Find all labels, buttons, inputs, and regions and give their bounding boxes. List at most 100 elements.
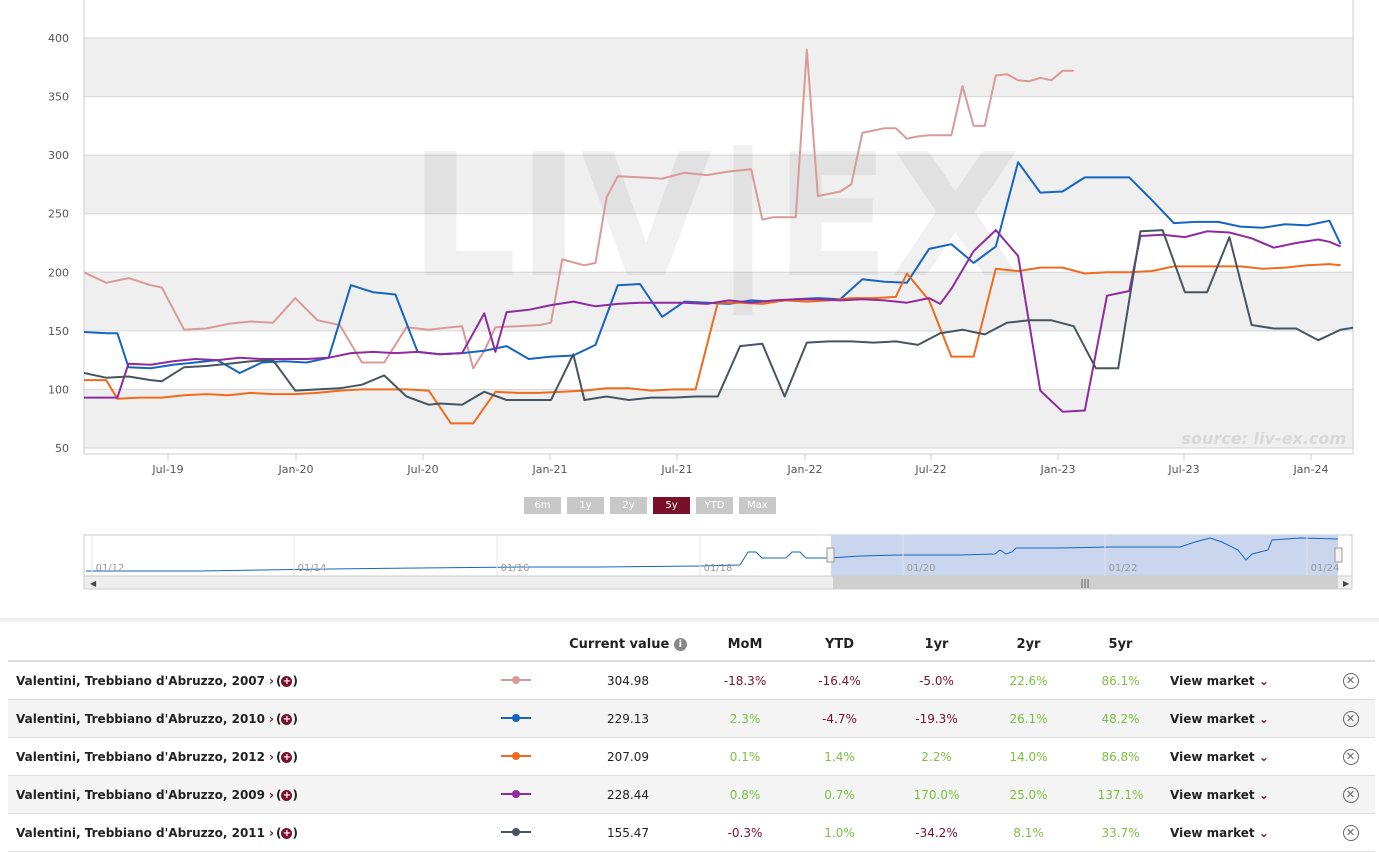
chevron-right-icon[interactable]: › bbox=[269, 711, 274, 726]
series-line-1[interactable] bbox=[84, 161, 1342, 374]
y-axis: 50 100 150 200 250 300 350 400 bbox=[48, 32, 69, 455]
add-icon[interactable]: + bbox=[281, 827, 293, 839]
range-button-5y[interactable]: 5y bbox=[653, 497, 690, 514]
1yr-value: -19.3% bbox=[888, 699, 985, 738]
chevron-right-icon[interactable]: › bbox=[269, 825, 274, 840]
series-color-key bbox=[475, 775, 557, 814]
navigator-label: 01/16 bbox=[501, 563, 530, 574]
wine-name-cell[interactable]: Valentini, Trebbiano d'Abruzzo, 2011 › (+) bbox=[8, 813, 475, 852]
view-market-button[interactable]: View market ⌄ bbox=[1169, 775, 1326, 814]
series-line-0[interactable] bbox=[84, 48, 1074, 370]
navigator-label: 01/24 bbox=[1311, 563, 1340, 574]
remove-cell: ✕ bbox=[1326, 813, 1375, 852]
chevron-right-icon[interactable]: › bbox=[269, 673, 274, 688]
navigator-scrollbar-thumb[interactable] bbox=[833, 576, 1338, 589]
navigator-label: 01/20 bbox=[907, 563, 936, 574]
chevron-down-icon[interactable]: ⌄ bbox=[1258, 825, 1269, 840]
navigator-label: 01/22 bbox=[1109, 563, 1138, 574]
chevron-down-icon[interactable]: ⌄ bbox=[1258, 673, 1269, 688]
y-tick-label: 300 bbox=[48, 149, 69, 162]
y-tick-label: 250 bbox=[48, 208, 69, 221]
add-icon[interactable]: + bbox=[281, 675, 293, 687]
close-icon[interactable]: ✕ bbox=[1342, 672, 1359, 689]
scroll-right-arrow-icon[interactable]: ▶ bbox=[1343, 579, 1350, 588]
5yr-value: 86.1% bbox=[1072, 661, 1169, 700]
ytd-value: 1.0% bbox=[791, 813, 888, 852]
chevron-down-icon[interactable]: ⌄ bbox=[1258, 749, 1269, 764]
range-button-6m[interactable]: 6m bbox=[524, 497, 561, 514]
view-market-button[interactable]: View market ⌄ bbox=[1169, 699, 1326, 738]
series-color-key bbox=[475, 661, 557, 700]
navigator-handle-right[interactable] bbox=[1334, 547, 1343, 563]
series-line-4[interactable] bbox=[84, 229, 1379, 406]
header-color bbox=[475, 628, 557, 662]
wine-name[interactable]: Valentini, Trebbiano d'Abruzzo, 2007 bbox=[16, 673, 265, 688]
close-icon[interactable]: ✕ bbox=[1342, 710, 1359, 727]
close-icon[interactable]: ✕ bbox=[1342, 824, 1359, 841]
current-value: 228.44 bbox=[557, 775, 699, 814]
range-button-ytd[interactable]: YTD bbox=[696, 497, 733, 514]
navigator-labels: 01/12 01/14 01/16 01/18 01/20 01/22 01/24 bbox=[91, 535, 1340, 577]
chevron-down-icon[interactable]: ⌄ bbox=[1258, 711, 1269, 726]
range-button-1y[interactable]: 1y bbox=[567, 497, 604, 514]
close-icon[interactable]: ✕ bbox=[1342, 748, 1359, 765]
wine-name-cell[interactable]: Valentini, Trebbiano d'Abruzzo, 2007 › (+) bbox=[8, 661, 475, 700]
view-market-button[interactable]: View market ⌄ bbox=[1169, 813, 1326, 852]
view-market-label[interactable]: View market bbox=[1170, 711, 1255, 726]
view-market-label[interactable]: View market bbox=[1170, 673, 1255, 688]
header-current-label: Current value bbox=[569, 636, 670, 652]
plot-band bbox=[84, 38, 1353, 97]
section-divider bbox=[0, 618, 1379, 624]
table-body: Valentini, Trebbiano d'Abruzzo, 2007 › (+)… bbox=[8, 661, 1375, 852]
current-value: 155.47 bbox=[557, 813, 699, 852]
navigator-selection[interactable] bbox=[831, 535, 1338, 577]
view-market-button[interactable]: View market ⌄ bbox=[1169, 661, 1326, 700]
view-market-label[interactable]: View market bbox=[1170, 787, 1255, 802]
series-color-key bbox=[475, 737, 557, 776]
close-icon[interactable]: ✕ bbox=[1342, 786, 1359, 803]
y-tick-label: 50 bbox=[55, 442, 69, 455]
view-market-label[interactable]: View market bbox=[1170, 825, 1255, 840]
x-tick-label: Jul-22 bbox=[914, 463, 946, 476]
chevron-right-icon[interactable]: › bbox=[269, 749, 274, 764]
add-icon[interactable]: + bbox=[281, 789, 293, 801]
navigator-handle-left[interactable] bbox=[826, 547, 835, 563]
wine-name[interactable]: Valentini, Trebbiano d'Abruzzo, 2012 bbox=[16, 749, 265, 764]
table-row: Valentini, Trebbiano d'Abruzzo, 2010 › (+)… bbox=[8, 699, 1375, 738]
add-icon[interactable]: + bbox=[281, 751, 293, 763]
info-icon[interactable]: i bbox=[673, 637, 687, 651]
wine-name[interactable]: Valentini, Trebbiano d'Abruzzo, 2009 bbox=[16, 787, 265, 802]
chevron-right-icon[interactable]: › bbox=[269, 787, 274, 802]
wine-name[interactable]: Valentini, Trebbiano d'Abruzzo, 2010 bbox=[16, 711, 265, 726]
current-value: 229.13 bbox=[557, 699, 699, 738]
scroll-left-arrow-icon[interactable]: ◀ bbox=[90, 579, 97, 588]
remove-cell: ✕ bbox=[1326, 661, 1375, 700]
table-row: Valentini, Trebbiano d'Abruzzo, 2009 › (+)… bbox=[8, 775, 1375, 814]
navigator-label: 01/12 bbox=[96, 563, 125, 574]
mom-value: 0.1% bbox=[699, 737, 791, 776]
x-tick-label: Jul-19 bbox=[151, 463, 183, 476]
remove-cell: ✕ bbox=[1326, 737, 1375, 776]
navigator-series bbox=[86, 537, 1339, 572]
range-selector: 6m 1y 2y 5y YTD Max bbox=[524, 497, 776, 514]
y-tick-label: 100 bbox=[48, 383, 69, 396]
5yr-value: 137.1% bbox=[1072, 775, 1169, 814]
wine-name-cell[interactable]: Valentini, Trebbiano d'Abruzzo, 2010 › (+) bbox=[8, 699, 475, 738]
table-header-row: Current value i MoM YTD 1yr 2yr 5yr bbox=[8, 628, 1375, 662]
wine-name[interactable]: Valentini, Trebbiano d'Abruzzo, 2011 bbox=[16, 825, 265, 840]
current-value: 207.09 bbox=[557, 737, 699, 776]
add-icon[interactable]: + bbox=[281, 713, 293, 725]
view-market-button[interactable]: View market ⌄ bbox=[1169, 737, 1326, 776]
wine-name-cell[interactable]: Valentini, Trebbiano d'Abruzzo, 2012 › (+) bbox=[8, 737, 475, 776]
range-button-2y[interactable]: 2y bbox=[610, 497, 647, 514]
scrollbar-grip-icon: ||| bbox=[1080, 579, 1089, 589]
view-market-label[interactable]: View market bbox=[1170, 749, 1255, 764]
wine-name-cell[interactable]: Valentini, Trebbiano d'Abruzzo, 2009 › (+) bbox=[8, 775, 475, 814]
header-current: Current value i bbox=[557, 628, 699, 662]
1yr-value: 2.2% bbox=[888, 737, 985, 776]
chevron-down-icon[interactable]: ⌄ bbox=[1258, 787, 1269, 802]
range-button-max[interactable]: Max bbox=[739, 497, 776, 514]
ytd-value: -16.4% bbox=[791, 661, 888, 700]
navigator[interactable]: 01/12 01/14 01/16 01/18 01/20 01/22 01/24 ||| … bbox=[0, 530, 1379, 592]
series-color-key bbox=[475, 813, 557, 852]
